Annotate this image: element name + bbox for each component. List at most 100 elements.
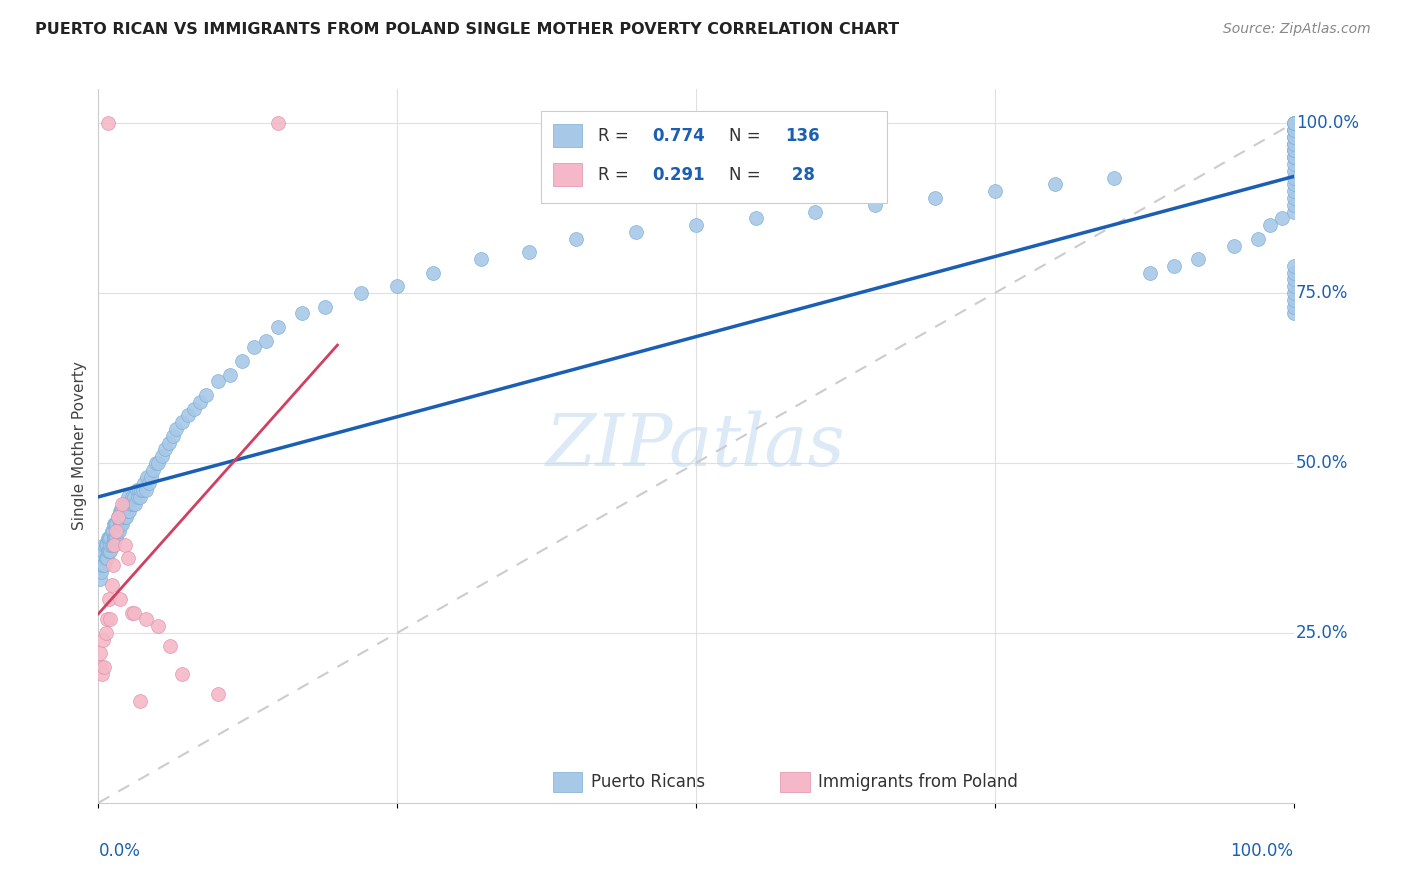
Point [94,626,117,640]
Point [267,320,290,334]
Point [1282,129,1305,144]
Point [385,279,409,293]
Point [207,375,229,389]
Point [103,537,125,551]
Point [254,334,277,348]
Point [105,524,128,538]
Point [125,483,148,498]
Point [1222,238,1246,252]
Point [90,565,112,579]
Point [89,572,111,586]
Point [93,537,115,551]
Text: 0.774: 0.774 [652,127,704,145]
Point [470,252,492,266]
Point [1282,272,1305,286]
Point [1282,279,1305,293]
Text: 28: 28 [786,166,814,184]
Point [100,524,122,538]
Point [91,544,114,558]
Point [107,510,129,524]
FancyBboxPatch shape [553,163,582,186]
FancyBboxPatch shape [540,111,887,203]
Point [267,116,290,130]
Point [1282,300,1305,314]
Point [101,537,124,551]
Point [1102,170,1125,185]
Point [804,204,827,219]
Point [157,435,180,450]
Point [107,510,129,524]
Text: N =: N = [730,166,766,184]
Point [98,591,121,606]
Point [97,531,120,545]
Point [98,544,121,558]
FancyBboxPatch shape [553,772,582,792]
Text: PUERTO RICAN VS IMMIGRANTS FROM POLAND SINGLE MOTHER POVERTY CORRELATION CHART: PUERTO RICAN VS IMMIGRANTS FROM POLAND S… [35,22,900,37]
Point [219,368,242,382]
Point [924,191,946,205]
Point [121,490,143,504]
Point [90,660,112,674]
Point [110,517,132,532]
Point [1282,144,1305,158]
Point [1043,178,1066,192]
Point [93,660,115,674]
Point [105,517,128,532]
Point [1282,198,1305,212]
Point [131,483,153,498]
Point [188,394,211,409]
Text: 50.0%: 50.0% [1296,454,1348,472]
Point [517,245,540,260]
Point [131,483,153,498]
Point [91,558,114,572]
Point [111,497,134,511]
Point [1282,136,1305,151]
Point [1282,150,1305,164]
Point [127,490,149,504]
Point [162,429,184,443]
Point [96,551,118,566]
Point [745,211,768,226]
Text: 75.0%: 75.0% [1296,284,1348,302]
Point [1282,163,1305,178]
Point [983,184,1005,198]
Point [624,225,647,239]
Point [1282,123,1305,137]
Point [101,524,124,538]
Point [117,503,139,517]
Point [114,537,136,551]
Point [1282,204,1305,219]
Point [1282,293,1305,307]
Point [100,578,122,592]
Point [98,612,122,626]
Point [1282,170,1305,185]
Point [135,612,157,626]
Point [103,517,125,532]
Point [183,401,205,416]
Point [104,517,127,532]
Point [118,503,141,517]
Point [91,632,114,647]
Point [1282,144,1305,158]
Point [138,476,160,491]
Text: R =: R = [598,166,634,184]
Point [1187,252,1209,266]
Text: ZIPatlas: ZIPatlas [546,410,846,482]
Point [120,497,142,511]
Point [1139,266,1161,280]
Point [129,694,152,708]
Point [89,646,111,660]
Point [114,510,136,524]
Point [124,497,146,511]
Point [172,415,194,429]
Point [136,469,159,483]
Point [1282,178,1305,192]
Point [231,354,253,368]
Point [93,558,115,572]
Point [98,537,122,551]
Point [148,456,170,470]
Point [107,524,129,538]
Point [121,606,143,620]
FancyBboxPatch shape [553,124,582,147]
Point [108,517,131,532]
